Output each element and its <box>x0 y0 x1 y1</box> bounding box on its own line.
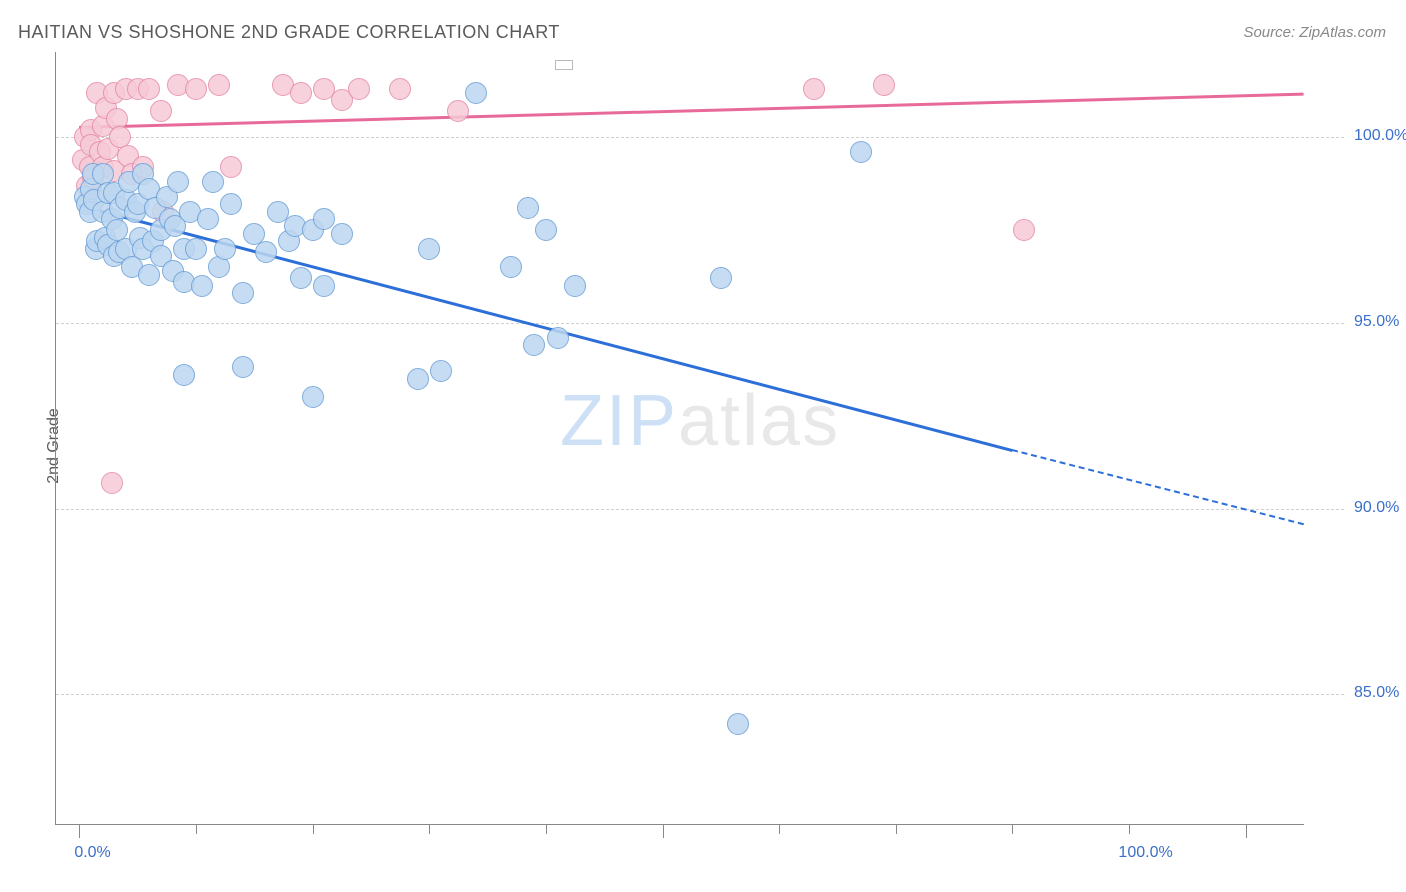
y-tick-label: 85.0% <box>1354 684 1399 702</box>
regression-line <box>79 93 1304 129</box>
haitians-point <box>710 267 732 289</box>
source-label: Source: ZipAtlas.com <box>1243 24 1386 41</box>
haitians-point <box>232 282 254 304</box>
shoshone-point <box>185 78 207 100</box>
haitians-point <box>407 368 429 390</box>
haitians-point <box>202 171 224 193</box>
haitians-point <box>232 356 254 378</box>
x-tick-label: 100.0% <box>1118 844 1172 862</box>
gridline <box>56 323 1344 324</box>
haitians-point <box>220 193 242 215</box>
plot-area: 85.0%90.0%95.0%100.0%0.0%100.0% <box>55 52 1304 825</box>
y-tick-label: 90.0% <box>1354 499 1399 517</box>
y-tick-label: 95.0% <box>1354 313 1399 331</box>
haitians-point <box>500 256 522 278</box>
y-tick-label: 100.0% <box>1354 127 1406 145</box>
haitians-point <box>430 360 452 382</box>
gridline <box>56 509 1344 510</box>
shoshone-point <box>220 156 242 178</box>
shoshone-point <box>447 100 469 122</box>
x-tick <box>779 824 780 834</box>
x-tick <box>663 824 664 838</box>
haitians-point <box>523 334 545 356</box>
haitians-point <box>208 256 230 278</box>
shoshone-point <box>101 472 123 494</box>
x-tick <box>313 824 314 834</box>
haitians-point <box>331 223 353 245</box>
stats-legend <box>555 60 573 70</box>
haitians-point <box>138 264 160 286</box>
haitians-point <box>727 713 749 735</box>
haitians-point <box>167 171 189 193</box>
shoshone-point <box>389 78 411 100</box>
chart-title: HAITIAN VS SHOSHONE 2ND GRADE CORRELATIO… <box>18 22 560 43</box>
x-tick <box>79 824 80 838</box>
x-tick <box>1012 824 1013 834</box>
shoshone-point <box>1013 219 1035 241</box>
gridline <box>56 694 1344 695</box>
x-tick <box>896 824 897 834</box>
x-tick <box>1246 824 1247 838</box>
haitians-point <box>302 386 324 408</box>
x-tick <box>1129 824 1130 834</box>
shoshone-point <box>138 78 160 100</box>
shoshone-point <box>803 78 825 100</box>
haitians-point <box>535 219 557 241</box>
haitians-point <box>255 241 277 263</box>
haitians-point <box>517 197 539 219</box>
x-tick-label: 0.0% <box>74 844 110 862</box>
regression-line <box>1012 449 1304 525</box>
x-tick <box>196 824 197 834</box>
shoshone-point <box>208 74 230 96</box>
haitians-point <box>465 82 487 104</box>
x-tick <box>429 824 430 834</box>
shoshone-point <box>150 100 172 122</box>
haitians-point <box>850 141 872 163</box>
haitians-point <box>191 275 213 297</box>
haitians-point <box>197 208 219 230</box>
x-tick <box>546 824 547 834</box>
gridline <box>56 137 1344 138</box>
haitians-point <box>313 275 335 297</box>
shoshone-point <box>348 78 370 100</box>
haitians-point <box>173 364 195 386</box>
haitians-point <box>564 275 586 297</box>
haitians-point <box>290 267 312 289</box>
haitians-point <box>185 238 207 260</box>
haitians-point <box>418 238 440 260</box>
haitians-point <box>547 327 569 349</box>
shoshone-point <box>873 74 895 96</box>
shoshone-point <box>290 82 312 104</box>
haitians-point <box>214 238 236 260</box>
